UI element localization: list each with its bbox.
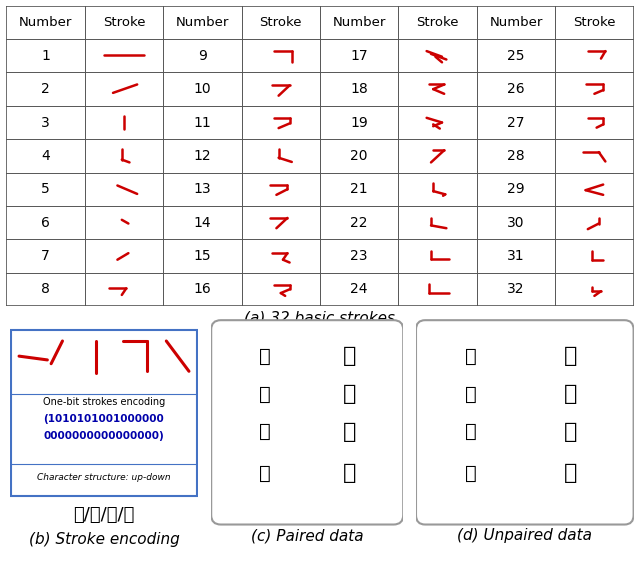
Text: 31: 31	[507, 249, 525, 263]
Text: 26: 26	[507, 82, 525, 96]
Text: 吞: 吞	[259, 384, 271, 403]
Text: 29: 29	[507, 182, 525, 196]
Text: 32: 32	[508, 283, 525, 296]
Text: 漢: 漢	[343, 346, 356, 366]
Text: 25: 25	[508, 49, 525, 63]
Text: 4: 4	[41, 149, 50, 163]
Text: 2: 2	[41, 82, 50, 96]
Text: 14: 14	[193, 216, 211, 229]
Text: 17: 17	[350, 49, 368, 63]
Text: 18: 18	[350, 82, 368, 96]
Text: 漢: 漢	[563, 346, 577, 366]
FancyBboxPatch shape	[211, 320, 403, 525]
Text: 10: 10	[193, 82, 211, 96]
Text: Character structure: up-down: Character structure: up-down	[37, 472, 171, 482]
Text: 20: 20	[351, 149, 368, 163]
Text: 吞: 吞	[563, 384, 577, 404]
Text: (d) Unpaired data: (d) Unpaired data	[458, 529, 592, 543]
Text: 28: 28	[507, 149, 525, 163]
Text: 23: 23	[351, 249, 368, 263]
Text: 22: 22	[351, 216, 368, 229]
Text: 9: 9	[198, 49, 207, 63]
Text: 19: 19	[350, 116, 368, 129]
Text: 7: 7	[41, 249, 50, 263]
Text: Stroke: Stroke	[103, 16, 145, 29]
Text: 8: 8	[41, 283, 50, 296]
Text: 21: 21	[350, 182, 368, 196]
Text: 6: 6	[41, 216, 50, 229]
Text: 设: 设	[465, 464, 476, 483]
Text: 16: 16	[193, 283, 211, 296]
Text: 文: 文	[465, 347, 476, 366]
Text: Stroke: Stroke	[573, 16, 616, 29]
FancyBboxPatch shape	[12, 329, 196, 496]
Text: 13: 13	[193, 182, 211, 196]
Text: Stroke: Stroke	[417, 16, 459, 29]
Text: One-bit strokes encoding: One-bit strokes encoding	[43, 396, 165, 407]
Text: 漢: 漢	[259, 347, 271, 366]
Text: 0000000000000000): 0000000000000000)	[44, 431, 164, 440]
Text: 吴: 吴	[563, 422, 577, 442]
Text: 1: 1	[41, 49, 50, 63]
Text: Number: Number	[490, 16, 543, 29]
Text: (1010101001000000: (1010101001000000	[44, 414, 164, 424]
Text: 吞: 吞	[343, 384, 356, 404]
Text: 3: 3	[41, 116, 50, 129]
Text: 27: 27	[508, 116, 525, 129]
Text: 束: 束	[563, 463, 577, 483]
Text: Number: Number	[176, 16, 229, 29]
Text: 24: 24	[351, 283, 368, 296]
Text: 吴: 吴	[259, 422, 271, 442]
Text: 審: 審	[465, 384, 476, 403]
Text: Stroke: Stroke	[260, 16, 302, 29]
Text: 束: 束	[343, 463, 356, 483]
Text: 30: 30	[508, 216, 525, 229]
Text: 5: 5	[41, 182, 50, 196]
Text: 动: 动	[465, 422, 476, 442]
Text: 束: 束	[259, 464, 271, 483]
Text: (a) 32 basic strokes: (a) 32 basic strokes	[244, 310, 396, 325]
Text: Number: Number	[333, 16, 386, 29]
FancyBboxPatch shape	[416, 320, 634, 525]
Text: (b) Stroke encoding: (b) Stroke encoding	[29, 532, 179, 547]
Text: 漢/吞/吴/束: 漢/吞/吴/束	[74, 506, 134, 524]
Text: 吴: 吴	[343, 422, 356, 442]
Text: Number: Number	[19, 16, 72, 29]
Text: 12: 12	[193, 149, 211, 163]
Text: (c) Paired data: (c) Paired data	[251, 529, 364, 543]
Text: 11: 11	[193, 116, 211, 129]
Text: 15: 15	[193, 249, 211, 263]
